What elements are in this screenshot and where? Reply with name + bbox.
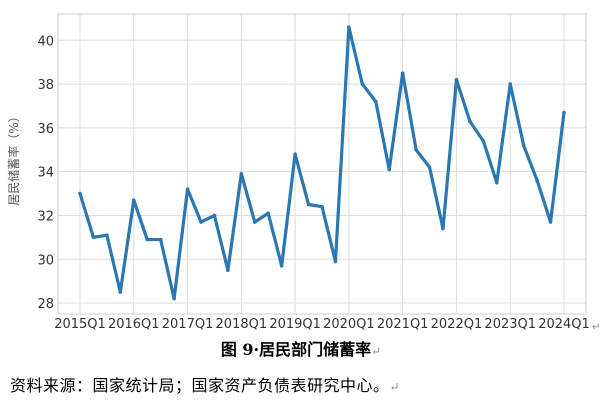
data-point bbox=[387, 167, 392, 172]
data-point bbox=[105, 233, 109, 237]
data-point bbox=[293, 152, 297, 156]
data-point bbox=[441, 226, 445, 231]
x-tick-label: 2022Q1 bbox=[431, 317, 483, 330]
data-point bbox=[212, 213, 217, 218]
data-point bbox=[279, 264, 284, 268]
figure-caption: 图 9·居民部门储蓄率↵ bbox=[0, 336, 602, 360]
data-points bbox=[78, 25, 566, 301]
data-point bbox=[306, 202, 311, 207]
data-point bbox=[118, 290, 123, 294]
x-tick-label: 2018Q1 bbox=[216, 317, 268, 330]
data-point bbox=[494, 180, 499, 185]
x-tick-label: 2023Q1 bbox=[484, 317, 536, 330]
data-point bbox=[239, 172, 244, 176]
data-point bbox=[562, 110, 566, 115]
data-point bbox=[185, 187, 190, 191]
x-tick-label: 2015Q1 bbox=[54, 317, 106, 330]
data-point bbox=[548, 220, 553, 224]
data-point bbox=[481, 139, 486, 143]
caption-end-mark: ↵ bbox=[371, 344, 382, 358]
data-point bbox=[508, 82, 513, 86]
x-tick-label: 2020Q1 bbox=[323, 317, 375, 330]
data-point bbox=[347, 25, 351, 29]
data-point bbox=[172, 296, 176, 301]
data-point bbox=[373, 99, 378, 104]
data-point bbox=[91, 235, 96, 240]
caption-prefix: 图 9 bbox=[220, 340, 254, 359]
source-note: 资料来源：国家统计局；国家资产负债表研究中心。↵ bbox=[10, 372, 400, 396]
y-axis-label: 居民储蓄率（%） bbox=[6, 110, 21, 205]
data-point bbox=[414, 147, 418, 152]
source-text: 资料来源：国家统计局；国家资产负债表研究中心。 bbox=[10, 376, 390, 395]
data-point bbox=[131, 198, 136, 202]
data-point bbox=[320, 204, 324, 209]
y-tick-label: 38 bbox=[37, 78, 54, 93]
y-tick-label: 40 bbox=[37, 34, 54, 49]
data-point bbox=[158, 237, 163, 242]
data-point bbox=[454, 77, 459, 82]
y-tick-label: 30 bbox=[37, 253, 54, 268]
x-tick-label: 2016Q1 bbox=[108, 317, 160, 330]
data-point bbox=[535, 178, 539, 183]
data-point bbox=[78, 191, 82, 196]
series-line bbox=[78, 25, 566, 301]
x-tick-label: 2017Q1 bbox=[162, 317, 214, 330]
data-point bbox=[468, 119, 472, 124]
data-point bbox=[266, 211, 271, 216]
data-point bbox=[521, 143, 526, 148]
data-point bbox=[252, 220, 257, 224]
x-tick-label: 2019Q1 bbox=[269, 317, 321, 330]
y-tick-label: 32 bbox=[37, 209, 54, 224]
y-tick-label: 36 bbox=[37, 122, 54, 137]
data-point bbox=[360, 82, 365, 86]
x-tick-label: 2024Q1 bbox=[538, 317, 590, 330]
y-tick-label: 34 bbox=[37, 166, 54, 181]
plot-frame bbox=[57, 13, 587, 315]
data-point bbox=[333, 259, 338, 264]
x-tick-label: 2021Q1 bbox=[377, 317, 429, 330]
data-point bbox=[400, 71, 405, 75]
paragraph-mark: ↵ bbox=[592, 322, 601, 333]
data-point bbox=[226, 268, 230, 273]
caption-title: 居民部门储蓄率 bbox=[259, 340, 372, 359]
y-tick-label: 28 bbox=[37, 297, 54, 312]
data-point bbox=[199, 220, 203, 224]
grid-lines bbox=[58, 14, 586, 314]
caption-separator: · bbox=[253, 340, 260, 359]
source-end-mark: ↵ bbox=[389, 380, 401, 394]
data-point bbox=[427, 165, 432, 170]
data-point bbox=[145, 237, 150, 242]
